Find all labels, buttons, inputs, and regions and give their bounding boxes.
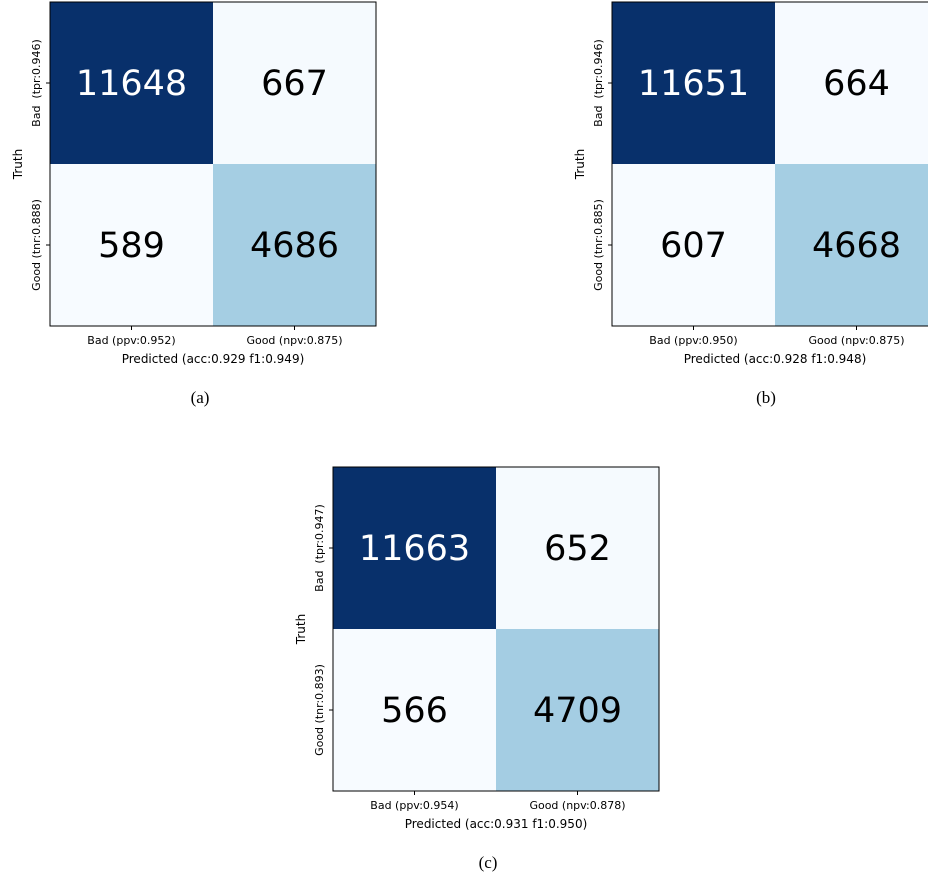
figure-caption: (a)	[191, 388, 210, 407]
heatmap-cell	[50, 2, 213, 164]
y-tick-label: Good (tnr:0.885)	[592, 199, 605, 291]
plot-frame	[332, 466, 660, 792]
cell-value-label: 589	[98, 226, 165, 266]
x-tick-label: Bad (ppv:0.954)	[370, 799, 458, 812]
y-tick-label: Bad (tpr:0.946)	[592, 39, 605, 127]
cell-value-label: 566	[381, 691, 448, 731]
cell-value-label: 652	[544, 529, 611, 569]
figure-caption: (b)	[756, 388, 776, 407]
x-tick-label: Good (npv:0.878)	[529, 799, 625, 812]
y-tick-label: Bad (tpr:0.947)	[313, 504, 326, 592]
cell-value-label: 607	[660, 226, 727, 266]
x-tick-label: Good (npv:0.875)	[808, 334, 904, 347]
heatmap-cell	[496, 629, 659, 791]
y-axis-label: Truth	[11, 149, 25, 180]
plot-frame	[611, 1, 928, 327]
figure-caption: (c)	[479, 853, 498, 872]
heatmap-cell	[775, 2, 928, 164]
x-axis-label: Predicted (acc:0.931 f1:0.950)	[405, 817, 588, 831]
x-tick-label: Good (npv:0.875)	[246, 334, 342, 347]
confusion-matrix-panel: 11663 652 566 4709 Bad (tpr:0.947) Good (tnr:…	[294, 466, 660, 872]
x-axis-label: Predicted (acc:0.928 f1:0.948)	[684, 352, 867, 366]
heatmap-cell	[612, 2, 775, 164]
cell-value-label: 4709	[533, 691, 622, 731]
x-tick-label: Bad (ppv:0.952)	[87, 334, 175, 347]
heatmap-cell	[496, 467, 659, 629]
heatmap-cell	[333, 467, 496, 629]
cell-value-label: 4686	[250, 226, 339, 266]
heatmap-cell	[213, 2, 376, 164]
heatmap-cell	[775, 164, 928, 326]
y-tick-label: Bad (tpr:0.946)	[30, 39, 43, 127]
heatmap-cell	[333, 629, 496, 791]
x-tick-label: Bad (ppv:0.950)	[649, 334, 737, 347]
y-tick-label: Good (tnr:0.893)	[313, 664, 326, 756]
cell-value-label: 664	[823, 64, 890, 104]
cell-value-label: 11663	[359, 529, 470, 569]
cell-value-label: 11651	[638, 64, 749, 104]
heatmap-cell	[612, 164, 775, 326]
y-axis-label: Truth	[294, 614, 308, 645]
x-axis-label: Predicted (acc:0.929 f1:0.949)	[122, 352, 305, 366]
confusion-matrix-panel: 11648 667 589 4686 Bad (tpr:0.946) Good (tnr:…	[11, 1, 377, 407]
confusion-matrix-panel: 11651 664 607 4668 Bad (tpr:0.946) Good (tnr:…	[573, 1, 928, 407]
cell-value-label: 11648	[76, 64, 187, 104]
heatmap-cell	[50, 164, 213, 326]
y-axis-label: Truth	[573, 149, 587, 180]
plot-frame	[49, 1, 377, 327]
cell-value-label: 4668	[812, 226, 901, 266]
y-tick-label: Good (tnr:0.888)	[30, 199, 43, 291]
cell-value-label: 667	[261, 64, 328, 104]
heatmap-cell	[213, 164, 376, 326]
